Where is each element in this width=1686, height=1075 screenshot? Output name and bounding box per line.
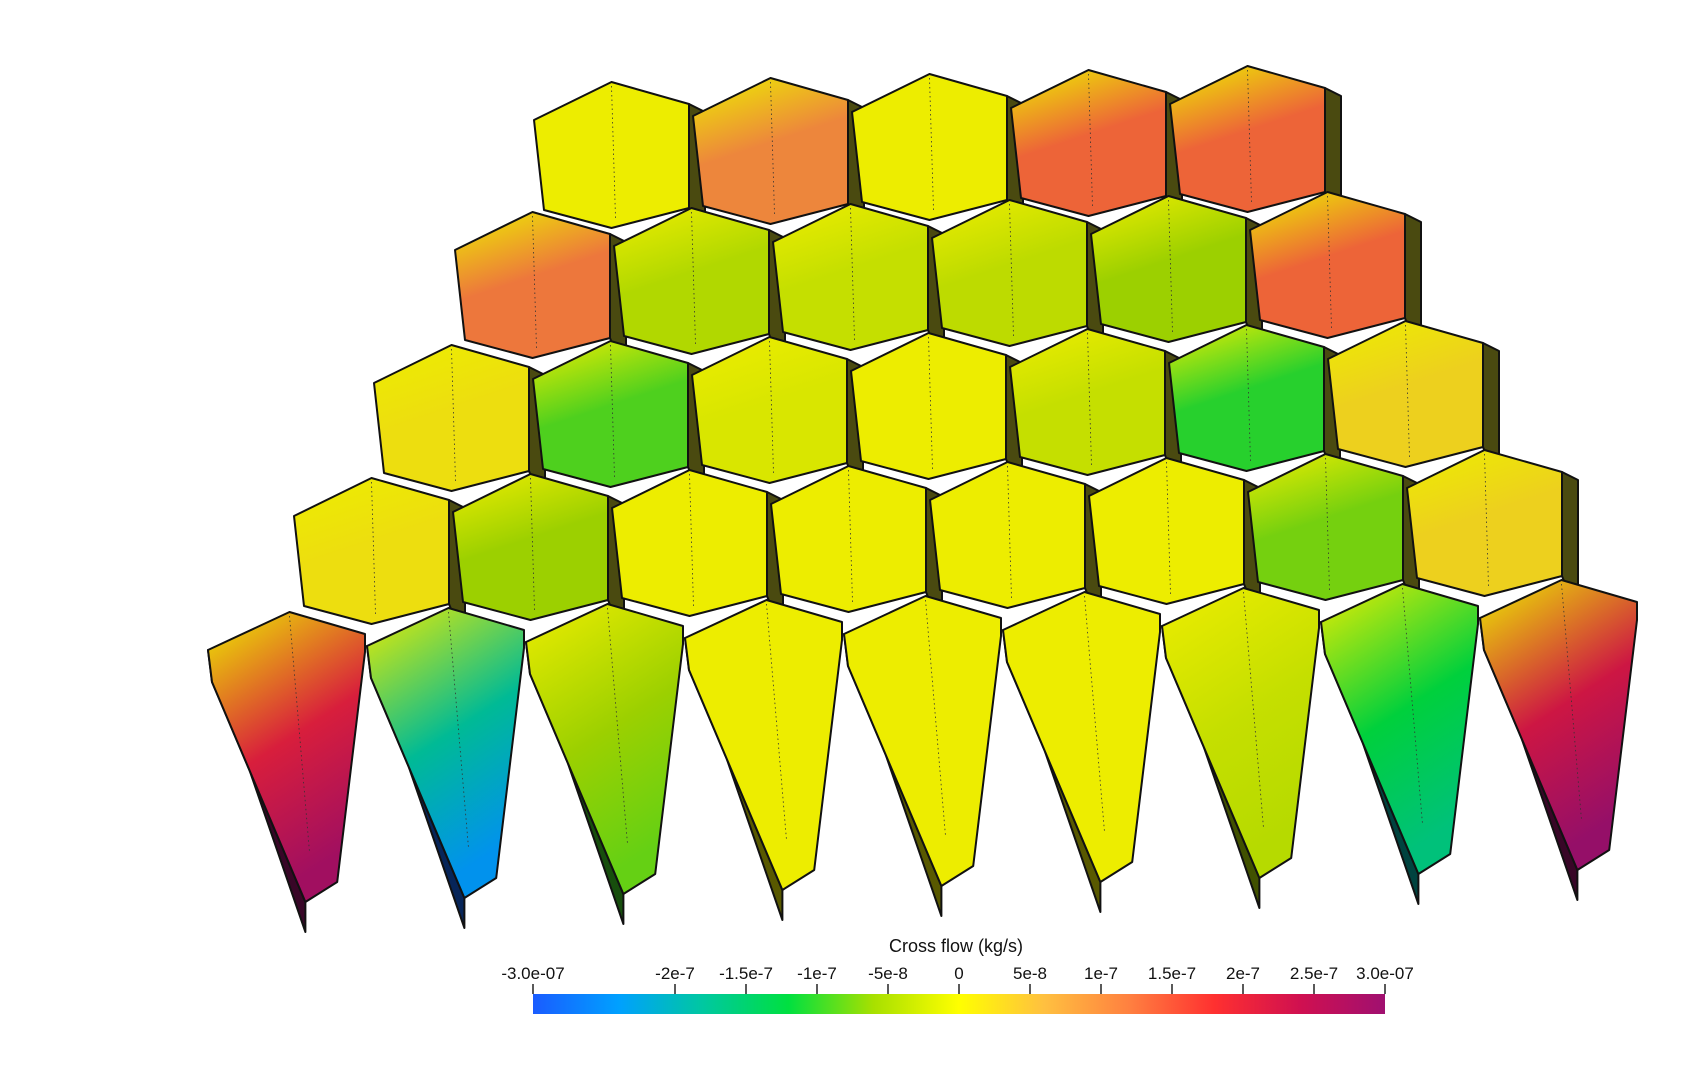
cell-top-face xyxy=(772,203,929,351)
cell-top-face xyxy=(843,595,1002,887)
cell-top-face xyxy=(850,332,1007,480)
cell-centerline xyxy=(1243,591,1264,829)
colorbar-ticks: -2e-7 -1.5e-7 -1e-7 -5e-8 0 5e-8 1e-7 1.5e-7 2e-… xyxy=(655,964,1338,994)
cell-top-face xyxy=(373,344,530,492)
subchannel-cell xyxy=(684,599,843,921)
cell-top-face xyxy=(293,477,450,625)
cell-top-face xyxy=(611,469,768,617)
subchannel-cell xyxy=(1406,449,1579,617)
colorbar-tick-label: 2.5e-7 xyxy=(1290,964,1338,983)
subchannel-cell xyxy=(1247,453,1420,621)
subchannel-cell xyxy=(1161,587,1320,909)
cell-top-face xyxy=(1327,320,1484,468)
cell-top-face xyxy=(613,207,770,355)
subchannel-cell xyxy=(613,207,786,375)
cell-top-face xyxy=(1009,328,1166,476)
cell-top-face xyxy=(1406,449,1563,597)
cell-centerline xyxy=(289,615,310,853)
colorbar-tick-label: 1.5e-7 xyxy=(1148,964,1196,983)
colorbar-tick-label: -1e-7 xyxy=(797,964,837,983)
cell-top-face xyxy=(691,336,848,484)
colorbar-tick-label: 2e-7 xyxy=(1226,964,1260,983)
cell-top-face xyxy=(533,81,690,229)
subchannel-cell xyxy=(1320,583,1479,905)
cell-top-face xyxy=(532,340,689,488)
cell-top-face xyxy=(525,603,684,895)
cell-centerline xyxy=(925,599,946,837)
cell-centerline xyxy=(1084,595,1105,833)
cell-top-face xyxy=(931,199,1088,347)
cell-top-face xyxy=(851,73,1008,221)
cell-centerline xyxy=(448,611,469,849)
colorbar-title: Cross flow (kg/s) xyxy=(889,936,1023,956)
cell-top-face xyxy=(1002,591,1161,883)
mesh-cells xyxy=(207,65,1638,933)
colorbar-tick-label: -2e-7 xyxy=(655,964,695,983)
colorbar-min-label: -3.0e-07 xyxy=(501,964,564,983)
colorbar-tick-label: 5e-8 xyxy=(1013,964,1047,983)
cell-top-face xyxy=(207,611,366,903)
colorbar-tick-label: -5e-8 xyxy=(868,964,908,983)
subchannel-cell xyxy=(843,595,1002,917)
subchannel-cell xyxy=(1002,591,1161,913)
subchannel-cell xyxy=(207,611,366,933)
subchannel-cell xyxy=(525,603,684,925)
colorbar-gradient xyxy=(533,994,1385,1014)
colorbar-tick-label: -1.5e-7 xyxy=(719,964,773,983)
cell-top-face xyxy=(1249,191,1406,339)
cell-centerline xyxy=(1402,587,1423,825)
colorbar-tick-label: 0 xyxy=(954,964,963,983)
cell-centerline xyxy=(607,607,628,845)
cell-top-face xyxy=(929,461,1086,609)
cell-top-face xyxy=(692,77,849,225)
colorbar-tick-label: 1e-7 xyxy=(1084,964,1118,983)
cell-top-face xyxy=(1479,579,1638,871)
subchannel-cell xyxy=(1479,579,1638,901)
cell-top-face xyxy=(1088,457,1245,605)
cell-top-face xyxy=(770,465,927,613)
cell-top-face xyxy=(1161,587,1320,879)
cell-top-face xyxy=(454,211,611,359)
cell-centerline xyxy=(1561,583,1582,821)
cell-top-face xyxy=(1169,65,1326,213)
cell-top-face xyxy=(452,473,609,621)
cell-top-face xyxy=(1090,195,1247,343)
cell-top-face xyxy=(684,599,843,891)
cell-top-face xyxy=(1168,324,1325,472)
cell-centerline xyxy=(766,603,787,841)
cell-top-face xyxy=(1320,583,1479,875)
colorbar-max-label: 3.0e-07 xyxy=(1356,964,1414,983)
subchannel-cell xyxy=(366,607,525,929)
cell-top-face xyxy=(1247,453,1404,601)
cell-top-face xyxy=(366,607,525,899)
cell-top-face xyxy=(1010,69,1167,217)
